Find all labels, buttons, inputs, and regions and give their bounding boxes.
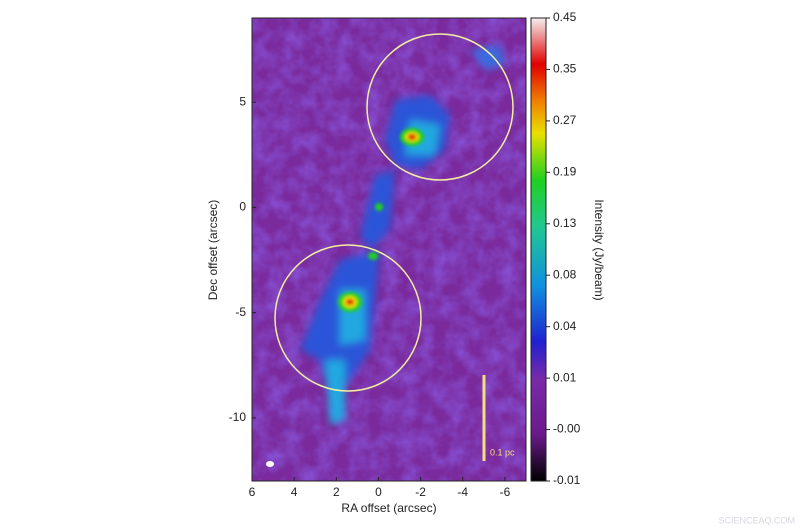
colorbar-tick-label: 0.19 <box>553 165 577 179</box>
x-axis-label: RA offset (arcsec) <box>341 501 436 515</box>
colorbar-tick-label: -0.00 <box>553 422 581 436</box>
y-tick-label: -10 <box>229 410 247 424</box>
y-tick-label: -5 <box>235 305 246 319</box>
colorbar-tick-label: 0.08 <box>553 267 577 281</box>
x-tick-label: -6 <box>500 485 511 499</box>
x-tick-label: 2 <box>333 485 340 499</box>
watermark: SCIENCEAQ.COM <box>718 515 795 525</box>
y-tick-label: 0 <box>239 200 246 214</box>
colorbar-tick-label: 0.01 <box>553 370 577 384</box>
colorbar-tick-label: 0.13 <box>553 216 577 230</box>
y-tick-label: 5 <box>239 94 246 108</box>
x-tick-label: -4 <box>457 485 468 499</box>
colorbar-label: Intensity (Jy/beam) <box>592 199 606 300</box>
colorbar-tick-label: 0.35 <box>553 62 577 76</box>
colorbar-tick-label: -0.01 <box>553 473 581 487</box>
colorbar-tick-label: 0.45 <box>553 10 577 24</box>
x-tick-label: 4 <box>291 485 298 499</box>
intensity-map <box>252 18 526 481</box>
plot-frame <box>251 17 527 482</box>
colorbar-tick-label: 0.27 <box>553 113 577 127</box>
x-tick-label: -2 <box>415 485 426 499</box>
colorbar-tick-label: 0.04 <box>553 319 577 333</box>
scale-bar-label: 0.1 pc <box>490 447 515 457</box>
x-tick-label: 6 <box>249 485 256 499</box>
colorbar <box>530 17 547 482</box>
x-tick-label: 0 <box>375 485 382 499</box>
y-axis-label: Dec offset (arcsec) <box>206 200 220 300</box>
